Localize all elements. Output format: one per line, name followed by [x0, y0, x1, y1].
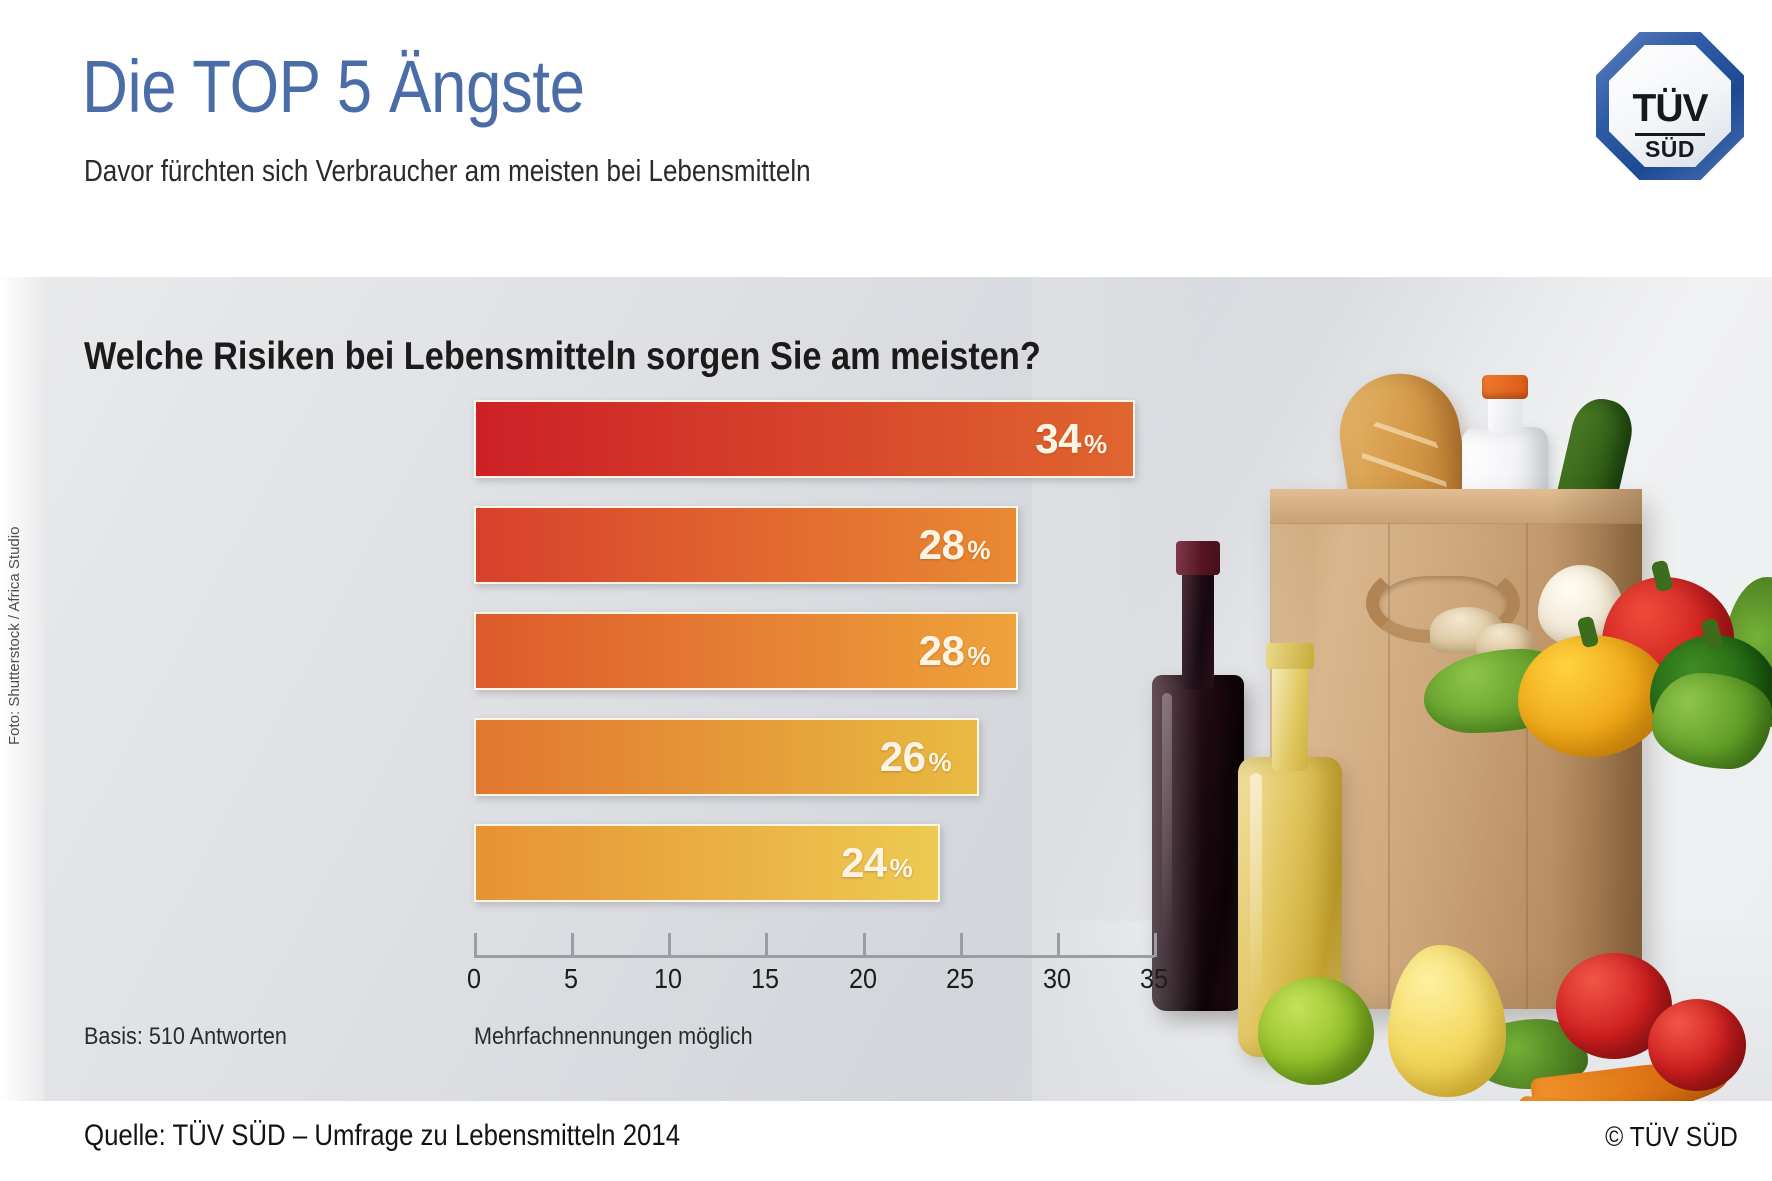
bar-row: Verdorbene Lebensmittel(z.B. Schimmel)28… — [0, 495, 1180, 601]
page-title: Die TOP 5 Ängste — [82, 45, 585, 128]
x-axis-tick-label: 30 — [1042, 963, 1071, 994]
x-axis-tick-label: 15 — [751, 963, 780, 994]
x-axis-tick — [959, 933, 963, 957]
left-edge-strip — [0, 277, 44, 1101]
x-axis-tick-label: 5 — [564, 963, 579, 994]
logo-octagon-inner: TÜV SÜD — [1609, 45, 1731, 167]
bar-value-number: 24 — [840, 839, 887, 886]
logo-tuv-text: TÜV — [1632, 87, 1709, 130]
x-axis-tick-label: 0 — [466, 963, 482, 994]
bar-track: 28% — [474, 495, 1180, 601]
x-axis-tick — [1056, 933, 1060, 957]
basis-note: Basis: 510 Antworten — [84, 1023, 287, 1050]
x-axis-tick-label: 25 — [945, 963, 974, 994]
source-text: Quelle: TÜV SÜD – Umfrage zu Lebensmitte… — [84, 1119, 681, 1152]
bar-value-unit: % — [967, 535, 990, 565]
milk-bottle-cap — [1482, 375, 1528, 399]
tomato-2 — [1648, 999, 1746, 1091]
bar-track: 24% — [474, 813, 1180, 919]
wine-bottle-neck — [1182, 559, 1214, 689]
x-axis-tick — [668, 933, 672, 957]
x-axis-tick-labels: 0 5 10 15 20 25 30 35 — [467, 963, 1174, 1003]
pepper-stem-red — [1650, 559, 1674, 593]
bar-value-unit: % — [928, 747, 952, 777]
bar-value-label: 34% — [1035, 415, 1107, 463]
x-axis-line — [474, 955, 1154, 958]
bag-fold — [1270, 489, 1642, 524]
x-axis-tick-label: 35 — [1139, 963, 1169, 994]
oil-bottle-highlight — [1250, 773, 1262, 1003]
header-band: Die TOP 5 Ängste Davor fürchten sich Ver… — [0, 0, 1772, 277]
bar[interactable]: 28% — [474, 506, 1018, 584]
bar-value-unit: % — [1083, 429, 1107, 459]
bar-row: Krankheitserreger(z.B. Salmonellen)26% — [0, 707, 1180, 813]
bar[interactable]: 28% — [474, 612, 1018, 690]
bar-value-number: 28 — [918, 521, 965, 568]
bar-track: 34% — [474, 389, 1180, 495]
x-axis-tick — [765, 933, 769, 957]
bag-crease-right — [1526, 523, 1528, 1009]
milk-bottle-neck — [1488, 393, 1522, 433]
bar-value-unit: % — [889, 853, 913, 883]
logo-sud-text: SÜD — [1644, 136, 1696, 162]
bar-value-number: 28 — [918, 627, 965, 674]
bar-row: Zusatzstoffe(z.B. künstliche Farbstoffe)… — [0, 389, 1180, 495]
copyright-text: © TÜV SÜD — [1605, 1121, 1738, 1152]
x-axis-tick — [862, 933, 866, 957]
bar-value-number: 26 — [879, 733, 926, 780]
oil-bottle-cap — [1266, 643, 1314, 669]
wine-bottle-cap — [1176, 541, 1220, 575]
tuv-sud-logo: TÜV SÜD — [1596, 32, 1744, 180]
bar-value-label: 26% — [879, 733, 952, 781]
bar[interactable]: 34% — [474, 400, 1135, 478]
x-axis-tick-label: 10 — [654, 963, 683, 994]
bar-value-label: 28% — [918, 627, 991, 675]
footer-band: Quelle: TÜV SÜD – Umfrage zu Lebensmitte… — [0, 1101, 1772, 1181]
yellow-bell-pepper — [1518, 615, 1668, 757]
x-axis-tick — [474, 933, 477, 957]
lettuce-leaf-2 — [1652, 673, 1772, 769]
logo-divider — [1635, 133, 1705, 136]
bar-row: Weiß nicht28% — [0, 601, 1180, 707]
oil-bottle-neck — [1272, 661, 1308, 771]
chart-question-title: Welche Risiken bei Lebensmitteln sorgen … — [84, 335, 1041, 378]
paper-grocery-bag — [1270, 489, 1642, 1009]
bar-value-unit: % — [967, 641, 990, 671]
bar-track: 26% — [474, 707, 1180, 813]
bar-track: 28% — [474, 601, 1180, 707]
pear — [1388, 945, 1506, 1097]
grocery-photo — [1032, 277, 1772, 1101]
green-apple — [1258, 977, 1374, 1085]
bar[interactable]: 24% — [474, 824, 941, 902]
x-axis-tick — [1154, 933, 1157, 957]
bar[interactable]: 26% — [474, 718, 980, 796]
x-axis — [474, 933, 1174, 959]
multiple-answers-note: Mehrfachnennungen möglich — [474, 1023, 753, 1050]
bar-chart: Welche Risiken bei Lebensmitteln sorgen … — [0, 277, 1180, 1101]
page-subtitle: Davor fürchten sich Verbraucher am meist… — [84, 153, 811, 188]
bag-crease-left — [1388, 523, 1390, 1009]
bar-rows: Zusatzstoffe(z.B. künstliche Farbstoffe)… — [0, 389, 1180, 919]
bar-value-label: 28% — [918, 521, 991, 569]
bar-value-number: 34 — [1035, 415, 1081, 462]
x-axis-tick — [571, 933, 575, 957]
bar-value-label: 24% — [840, 839, 913, 887]
bar-row: Verpackung(z.B. Weichmacher)24% — [0, 813, 1180, 919]
x-axis-tick-label: 20 — [848, 963, 877, 994]
